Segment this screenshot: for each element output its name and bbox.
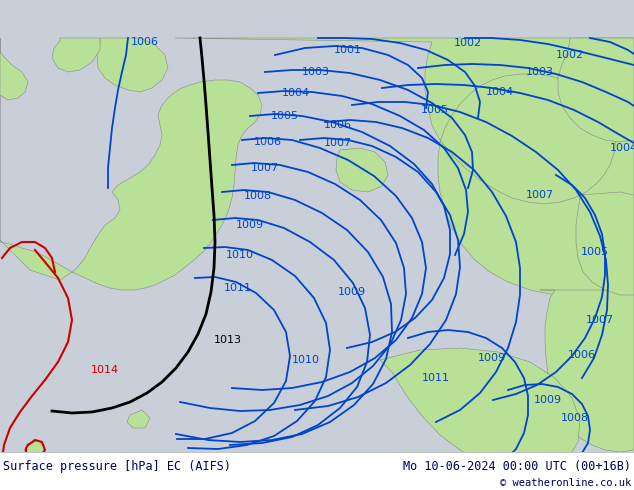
Text: 1007: 1007 bbox=[586, 315, 614, 325]
Text: 1009: 1009 bbox=[478, 353, 506, 363]
Polygon shape bbox=[0, 38, 262, 290]
Polygon shape bbox=[175, 38, 634, 298]
Text: 1011: 1011 bbox=[422, 373, 450, 383]
Polygon shape bbox=[0, 38, 28, 100]
Text: © weatheronline.co.uk: © weatheronline.co.uk bbox=[500, 478, 631, 488]
Text: 1005: 1005 bbox=[271, 111, 299, 121]
Text: 1004: 1004 bbox=[610, 143, 634, 153]
Text: 1007: 1007 bbox=[526, 190, 554, 200]
Polygon shape bbox=[558, 38, 634, 142]
Text: 1007: 1007 bbox=[324, 138, 352, 148]
Text: Mo 10-06-2024 00:00 UTC (00+16B): Mo 10-06-2024 00:00 UTC (00+16B) bbox=[403, 460, 631, 473]
Polygon shape bbox=[127, 410, 150, 428]
Text: 1006: 1006 bbox=[131, 37, 159, 47]
Text: 1006: 1006 bbox=[324, 120, 352, 130]
Polygon shape bbox=[336, 148, 388, 192]
Text: 1008: 1008 bbox=[561, 413, 589, 423]
Text: 1009: 1009 bbox=[534, 395, 562, 405]
Polygon shape bbox=[24, 440, 45, 455]
Polygon shape bbox=[380, 348, 580, 472]
Polygon shape bbox=[52, 38, 100, 72]
Text: 1005: 1005 bbox=[421, 105, 449, 115]
Polygon shape bbox=[97, 38, 168, 92]
Text: 1010: 1010 bbox=[226, 250, 254, 260]
Text: 1006: 1006 bbox=[254, 137, 282, 147]
Text: 1005: 1005 bbox=[581, 247, 609, 257]
Text: 1009: 1009 bbox=[338, 287, 366, 297]
Text: 1004: 1004 bbox=[282, 88, 310, 98]
Text: 1004: 1004 bbox=[486, 87, 514, 97]
Polygon shape bbox=[540, 290, 634, 452]
Text: Surface pressure [hPa] EC (AIFS): Surface pressure [hPa] EC (AIFS) bbox=[3, 460, 231, 473]
Text: 1014: 1014 bbox=[91, 365, 119, 375]
Text: 1002: 1002 bbox=[454, 38, 482, 48]
Text: 1003: 1003 bbox=[302, 67, 330, 77]
Bar bbox=[0, 452, 634, 490]
Text: 1013: 1013 bbox=[214, 335, 242, 345]
Text: 1006: 1006 bbox=[568, 350, 596, 360]
Polygon shape bbox=[576, 192, 634, 295]
Text: 1008: 1008 bbox=[244, 191, 272, 201]
Text: 1007: 1007 bbox=[251, 163, 279, 173]
Text: 1011: 1011 bbox=[224, 283, 252, 293]
Text: 1003: 1003 bbox=[526, 67, 554, 77]
Text: 1002: 1002 bbox=[556, 50, 584, 60]
Text: 1001: 1001 bbox=[334, 45, 362, 55]
Text: 1009: 1009 bbox=[236, 220, 264, 230]
Text: 1010: 1010 bbox=[292, 355, 320, 365]
